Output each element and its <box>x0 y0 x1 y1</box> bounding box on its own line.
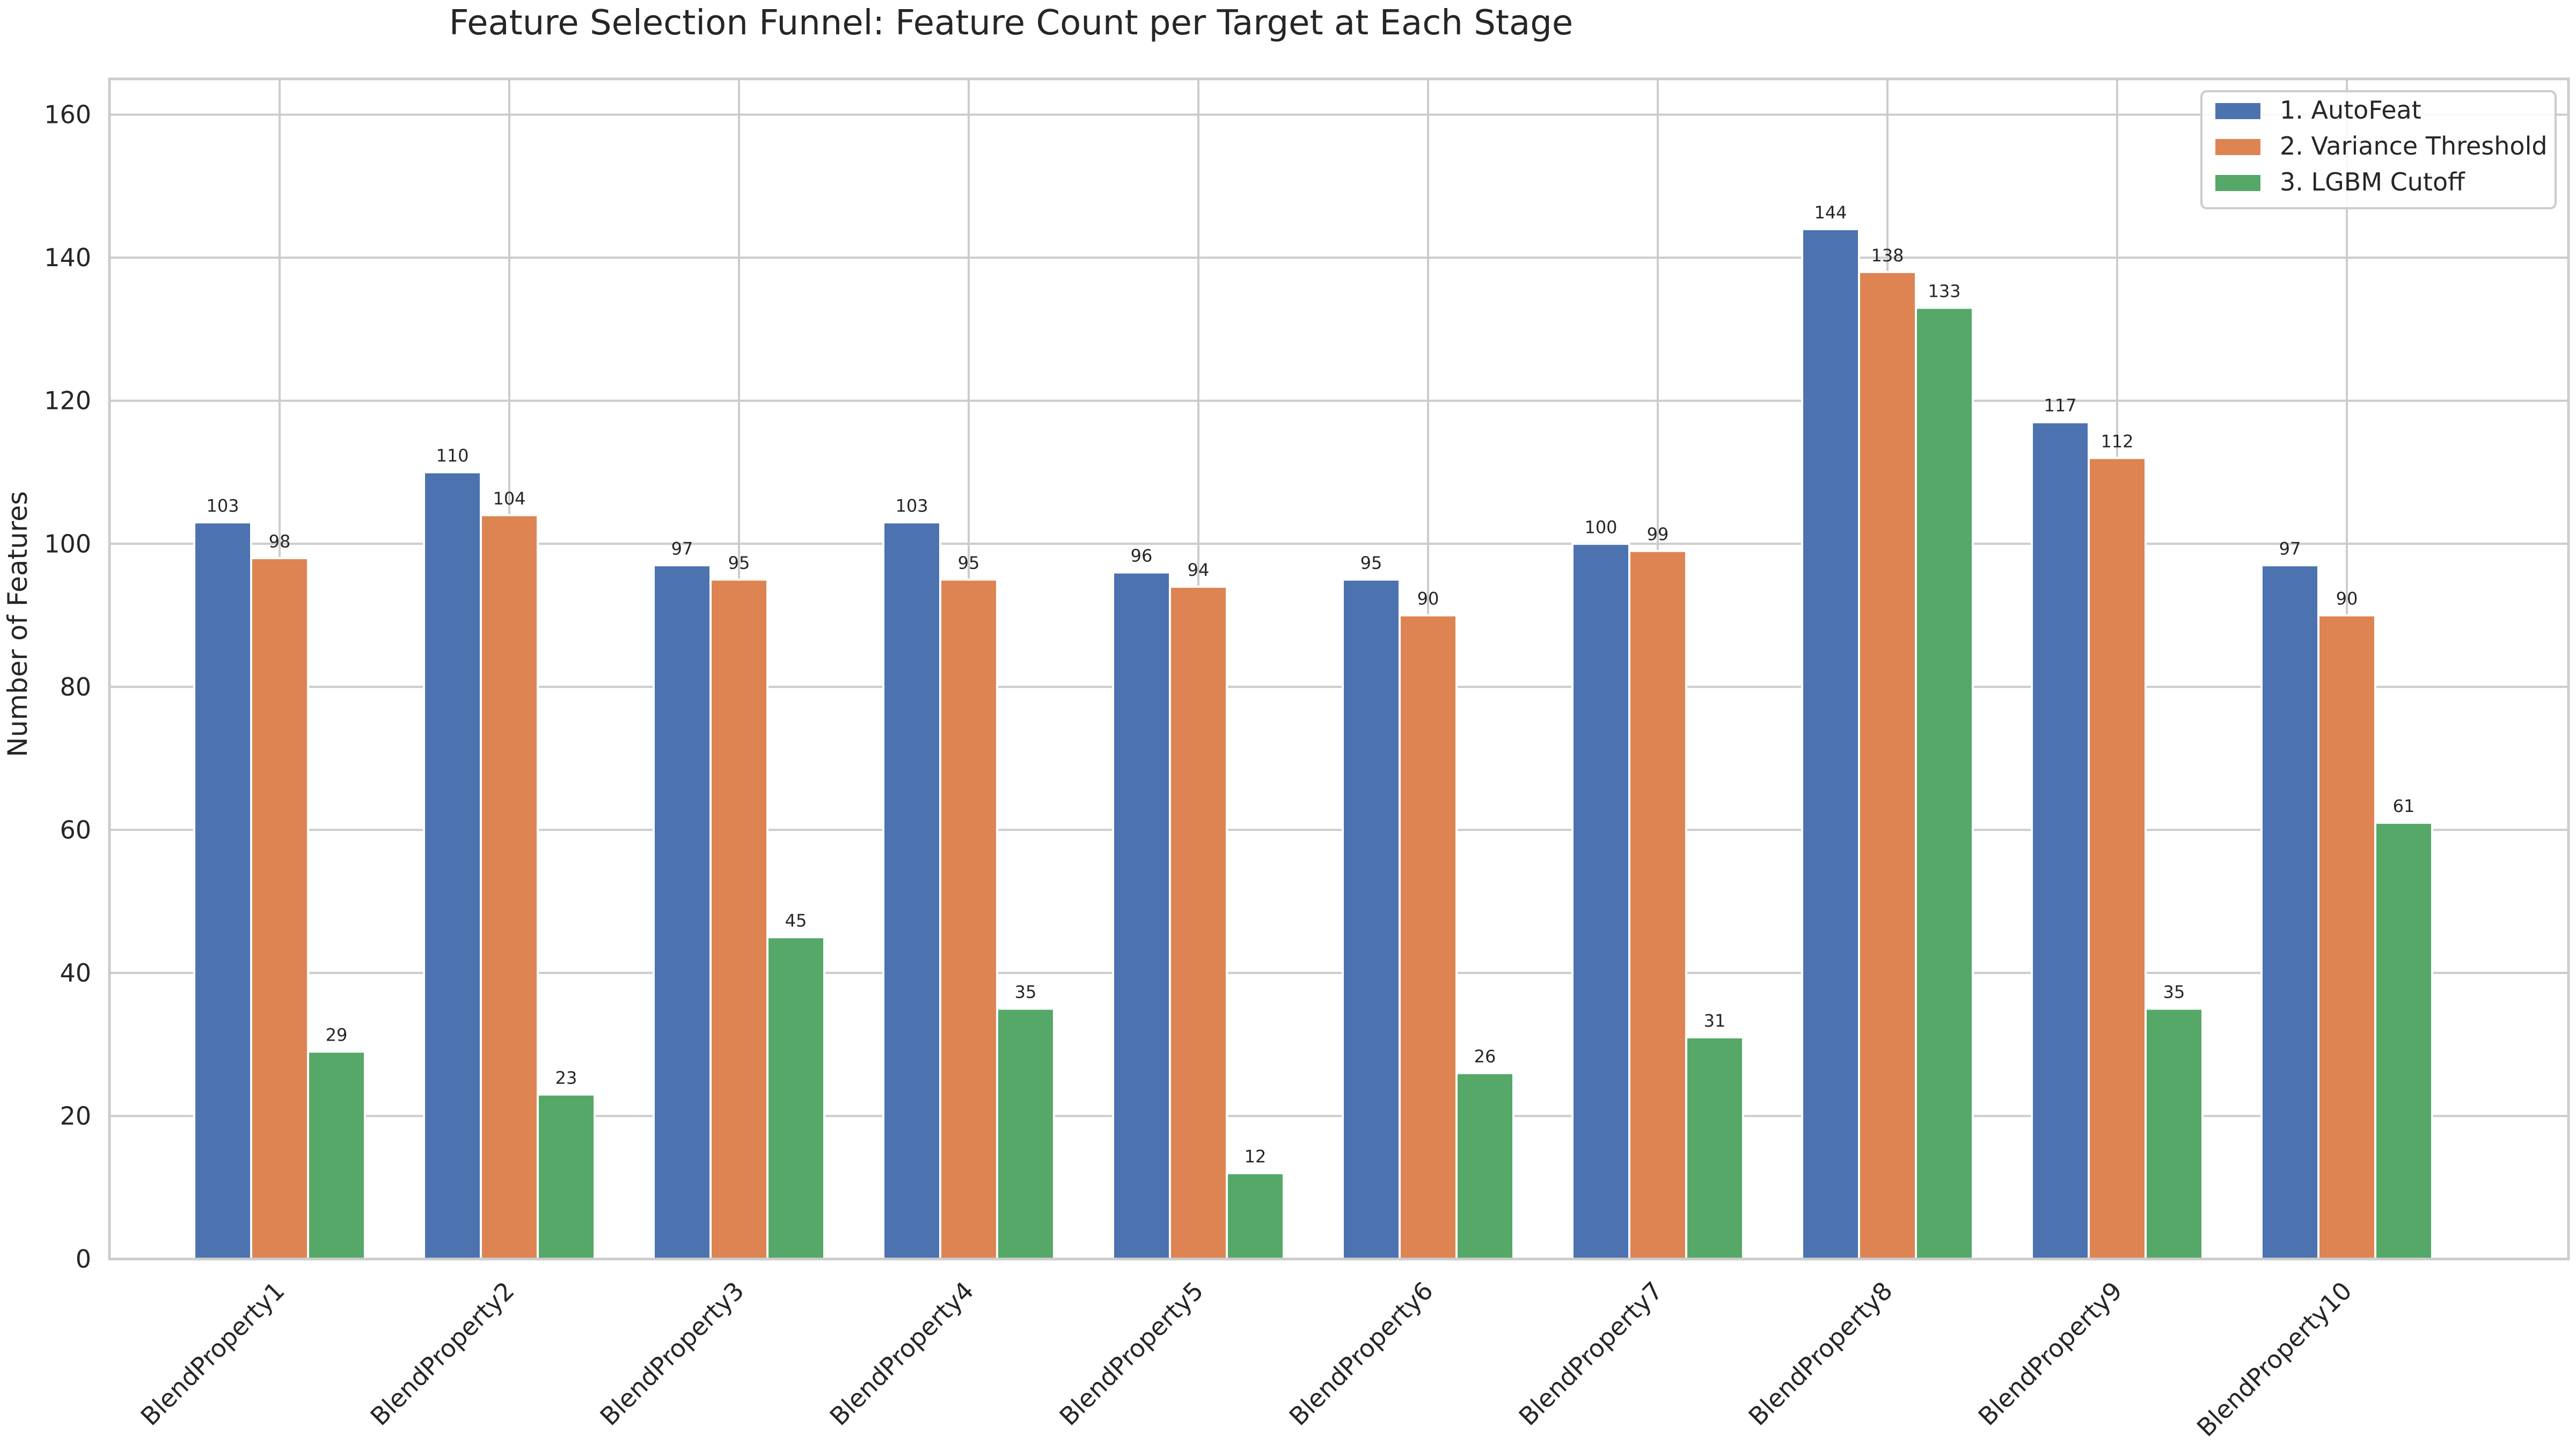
data-label: 95 <box>958 553 980 573</box>
data-label: 117 <box>2044 396 2076 416</box>
data-label: 29 <box>326 1025 348 1045</box>
bar <box>1685 1036 1744 1260</box>
x-tick-label: BlendProperty8 <box>1743 1276 1898 1431</box>
data-label: 26 <box>1474 1046 1496 1066</box>
x-tick-label: BlendProperty6 <box>1284 1276 1439 1431</box>
bar <box>766 936 825 1260</box>
data-label: 94 <box>1188 560 1210 580</box>
data-label: 96 <box>1131 546 1153 566</box>
data-label: 61 <box>2393 796 2415 816</box>
chart-title: Feature Selection Funnel: Feature Count … <box>449 3 1573 43</box>
bar <box>1915 306 1974 1260</box>
bar <box>2374 822 2433 1260</box>
legend-swatch <box>2215 103 2260 119</box>
bar <box>882 521 941 1260</box>
y-tick-label: 120 <box>44 386 91 415</box>
legend-swatch <box>2215 139 2260 155</box>
data-label: 112 <box>2101 431 2133 451</box>
bar <box>1342 578 1401 1260</box>
bar <box>1399 614 1458 1260</box>
y-tick-label: 0 <box>76 1245 91 1274</box>
data-label: 23 <box>555 1067 577 1088</box>
y-tick-label: 100 <box>44 529 91 558</box>
data-label: 97 <box>671 538 693 559</box>
bar <box>1628 550 1687 1260</box>
x-tick-label: BlendProperty3 <box>595 1276 750 1431</box>
bar <box>193 521 252 1260</box>
data-label: 98 <box>269 531 291 552</box>
legend-label: 2. Variance Threshold <box>2280 131 2548 160</box>
bar <box>653 564 712 1260</box>
bar <box>939 578 998 1260</box>
bar <box>2031 421 2090 1260</box>
x-tick-label: BlendProperty10 <box>2191 1276 2358 1443</box>
data-label: 95 <box>728 553 750 573</box>
bars-layer <box>193 228 2433 1261</box>
data-label: 45 <box>785 910 807 931</box>
data-label: 95 <box>1360 553 1382 573</box>
data-label: 104 <box>493 488 525 509</box>
x-tick-label: BlendProperty2 <box>365 1276 520 1431</box>
data-label: 90 <box>2336 589 2358 609</box>
y-tick-label: 40 <box>60 958 91 987</box>
legend-label: 1. AutoFeat <box>2280 96 2421 125</box>
bar <box>1112 571 1171 1260</box>
data-label: 99 <box>1647 524 1669 545</box>
data-label: 97 <box>2279 538 2301 559</box>
bar <box>1169 586 1228 1260</box>
bar <box>996 1007 1055 1260</box>
x-tick-label: BlendProperty5 <box>1054 1276 1209 1431</box>
x-tick-label: BlendProperty1 <box>135 1276 290 1431</box>
x-tick-label: BlendProperty7 <box>1513 1276 1668 1431</box>
bar <box>307 1050 366 1260</box>
data-label: 110 <box>436 445 469 466</box>
bar <box>1226 1172 1285 1261</box>
bar <box>250 557 309 1260</box>
y-tick-label: 80 <box>60 672 91 701</box>
bar <box>1571 543 1630 1260</box>
legend-swatch <box>2215 175 2260 191</box>
data-label: 144 <box>1814 202 1847 223</box>
y-tick-label: 60 <box>60 815 91 844</box>
data-label: 138 <box>1871 245 1904 266</box>
data-label: 35 <box>1015 982 1037 1002</box>
data-label: 103 <box>206 495 239 516</box>
data-label: 12 <box>1245 1146 1267 1167</box>
bar <box>1455 1072 1514 1261</box>
bar <box>2088 457 2147 1260</box>
y-axis-label: Number of Features <box>2 491 33 757</box>
x-tick-label: BlendProperty9 <box>1973 1276 2128 1431</box>
bar <box>480 514 539 1260</box>
legend-label: 3. LGBM Cutoff <box>2280 167 2465 196</box>
legend-box <box>2200 90 2557 209</box>
plot-frame <box>108 77 2570 1261</box>
bar <box>2260 564 2319 1260</box>
bar <box>2317 614 2376 1260</box>
bar <box>1858 270 1917 1261</box>
bar <box>709 578 769 1260</box>
x-tick-label: BlendProperty4 <box>824 1276 979 1431</box>
bar <box>2145 1007 2204 1260</box>
data-label: 133 <box>1928 281 1960 301</box>
data-labels-layer: 103 110 97 103 96 95 100 144 117 97 98 104 95 95 94 90 9… <box>206 202 2414 1167</box>
data-label: 35 <box>2163 982 2185 1002</box>
bar <box>1801 228 1860 1261</box>
legend: 1. AutoFeat 2. Variance Threshold 3. LGBM … <box>2200 90 2557 209</box>
bar <box>423 471 482 1260</box>
data-label: 31 <box>1704 1011 1726 1031</box>
y-tick-label: 140 <box>44 243 91 272</box>
data-label: 100 <box>1584 517 1617 537</box>
y-tick-label: 20 <box>60 1101 91 1130</box>
y-tick-label: 160 <box>44 100 91 129</box>
bar <box>537 1093 596 1261</box>
data-label: 90 <box>1417 589 1439 609</box>
data-label: 103 <box>895 495 928 516</box>
